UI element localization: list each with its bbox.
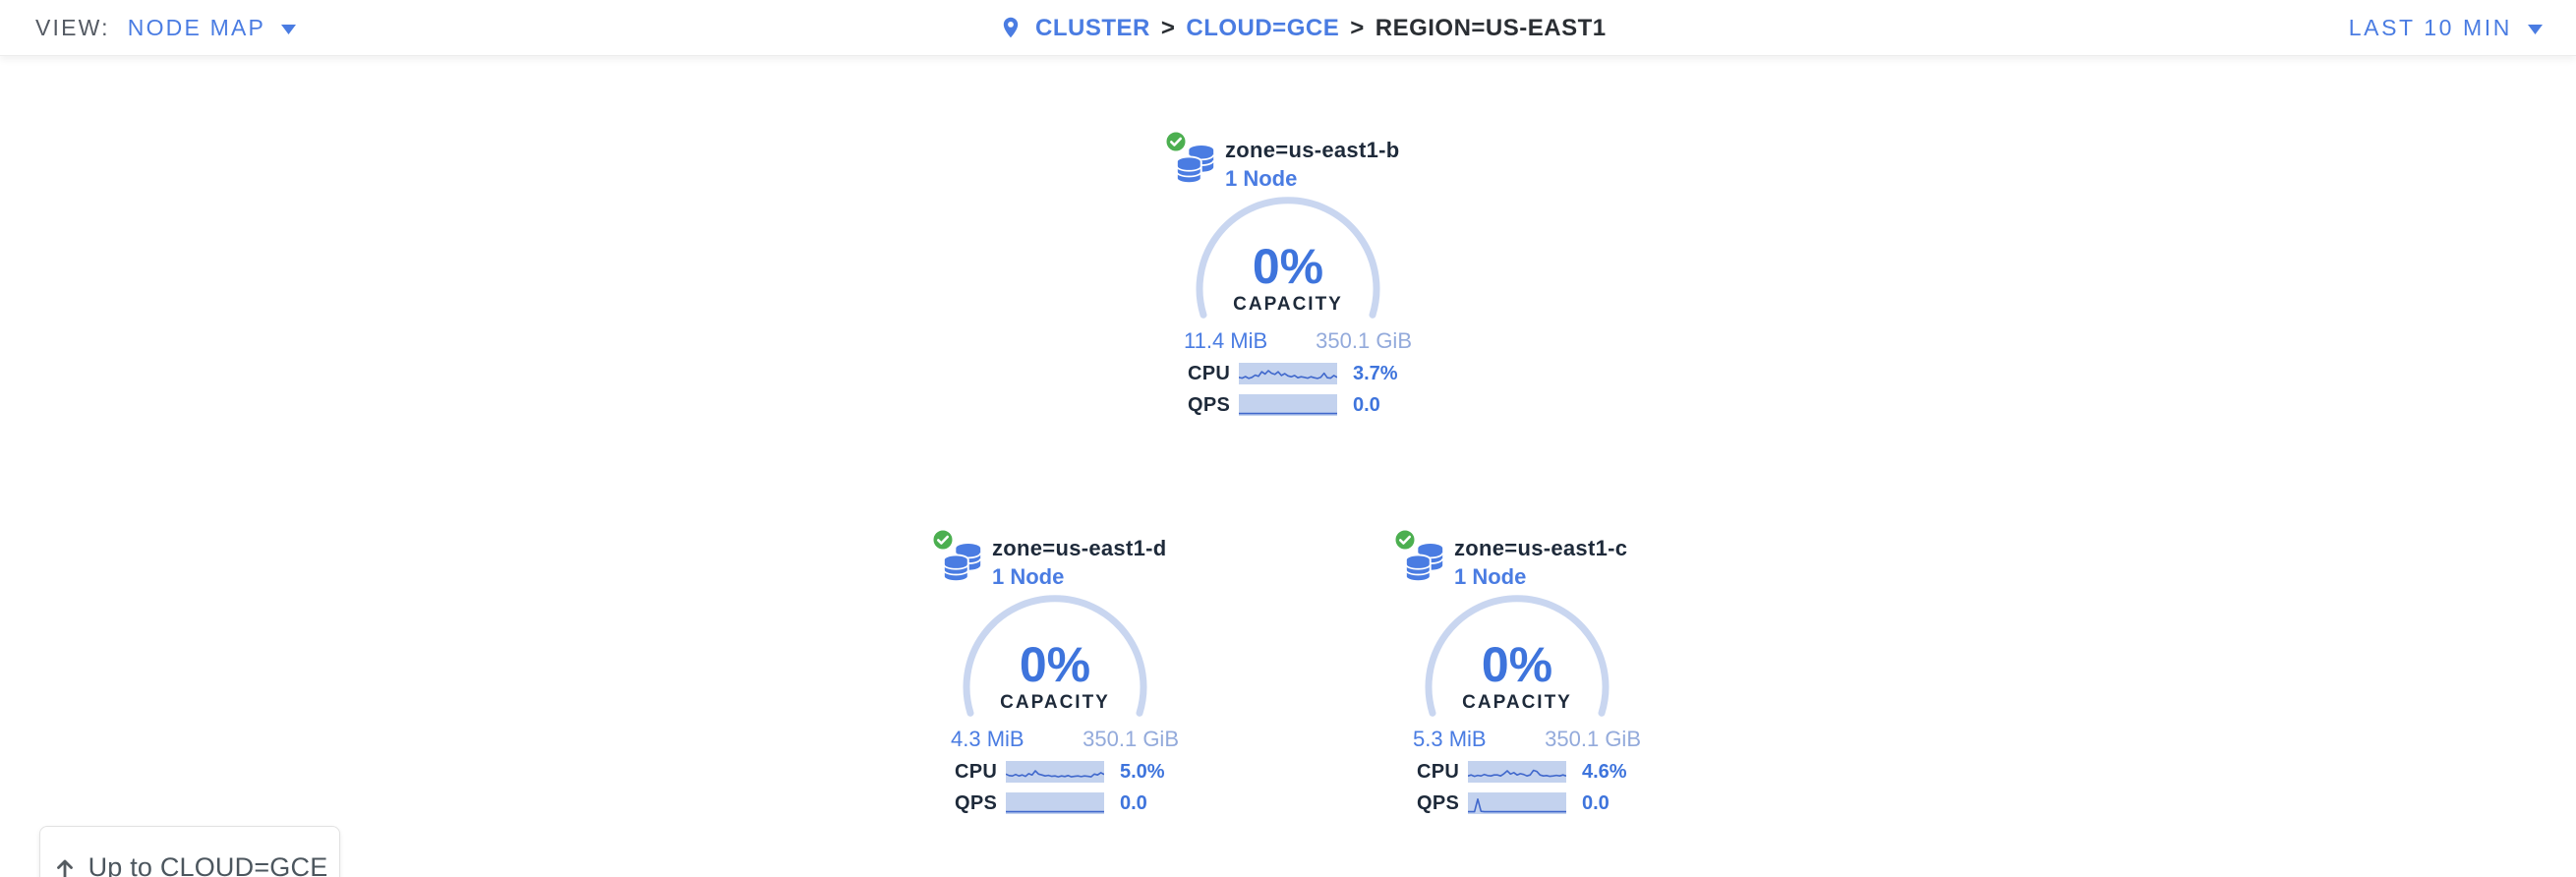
capacity-used: 5.3 MiB [1413,727,1487,751]
cpu-sparkline [1006,761,1104,783]
qps-metric-row: QPS 0.0 [1417,791,1627,815]
capacity-label: CAPACITY [1233,294,1343,315]
view-select-group: VIEW: NODE MAP [35,0,297,56]
qps-label: QPS [955,791,998,814]
qps-value: 0.0 [1353,393,1380,416]
view-selector-value: NODE MAP [127,15,266,40]
capacity-row: 4.3 MiB 350.1 GiB [951,727,1179,752]
cpu-value: 5.0% [1120,760,1165,783]
capacity-row: 11.4 MiB 350.1 GiB [1184,328,1412,354]
healthy-check-icon [931,528,955,552]
location-pin-icon [1003,17,1019,37]
qps-metric-row: QPS 0.0 [1188,393,1398,417]
capacity-label: CAPACITY [1000,692,1110,713]
time-range-value: LAST 10 MIN [2348,15,2512,40]
view-selector[interactable]: NODE MAP [127,15,297,41]
cpu-metric-row: CPU 3.7% [1188,362,1398,385]
breadcrumb-link-cloud-gce[interactable]: CLOUD=GCE [1186,14,1340,41]
capacity-total: 350.1 GiB [1083,727,1179,751]
cpu-label: CPU [955,760,998,783]
metric-rows: CPU 5.0% QPS 0.0 [955,760,1165,823]
metric-rows: CPU 3.7% QPS 0.0 [1188,362,1398,425]
zone-card-header: zone=us-east1-c 1 Node [1389,518,1645,589]
zone-card-us-east1-d[interactable]: zone=us-east1-d 1 Node 0% CAPACITY 4.3 M… [927,518,1183,825]
time-range-selector[interactable]: LAST 10 MIN [2349,0,2543,56]
zone-card-us-east1-b[interactable]: zone=us-east1-b 1 Node 0% CAPACITY 11.4 … [1160,120,1416,427]
cpu-sparkline [1468,761,1566,783]
capacity-label: CAPACITY [1462,692,1572,713]
healthy-check-icon [1393,528,1417,552]
zone-name: zone=us-east1-d [992,536,1167,560]
capacity-used: 4.3 MiB [951,727,1025,751]
capacity-percentage: 0% [1481,637,1553,692]
capacity-total: 350.1 GiB [1316,328,1412,353]
qps-label: QPS [1417,791,1460,814]
qps-value: 0.0 [1582,791,1610,814]
node-count: 1 Node [1454,564,1527,589]
node-count: 1 Node [992,564,1065,589]
capacity-total: 350.1 GiB [1545,727,1641,751]
cpu-metric-row: CPU 4.6% [1417,760,1627,784]
capacity-used: 11.4 MiB [1184,328,1268,353]
breadcrumb-current-region: REGION=US-EAST1 [1375,14,1607,41]
cpu-label: CPU [1417,760,1460,783]
healthy-check-icon [1164,130,1188,153]
topbar: VIEW: NODE MAP CLUSTER > CLOUD=GCE > REG… [0,0,2576,56]
qps-metric-row: QPS 0.0 [955,791,1165,815]
capacity-percentage: 0% [1019,637,1091,692]
cpu-metric-row: CPU 5.0% [955,760,1165,784]
capacity-percentage: 0% [1252,239,1324,294]
zone-card-us-east1-c[interactable]: zone=us-east1-c 1 Node 0% CAPACITY 5.3 M… [1389,518,1645,825]
node-count: 1 Node [1225,166,1298,191]
zone-name: zone=us-east1-b [1225,138,1400,162]
zone-card-header: zone=us-east1-d 1 Node [927,518,1183,589]
qps-sparkline [1006,792,1104,814]
breadcrumb-separator: > [1350,14,1365,41]
breadcrumb-link-cluster[interactable]: CLUSTER [1035,14,1150,41]
chevron-down-icon [281,25,297,34]
breadcrumb-separator: > [1160,14,1176,41]
qps-value: 0.0 [1120,791,1147,814]
capacity-row: 5.3 MiB 350.1 GiB [1413,727,1641,752]
cpu-sparkline [1239,363,1337,384]
zone-card-header: zone=us-east1-b 1 Node [1160,120,1416,191]
qps-label: QPS [1188,393,1231,416]
chevron-down-icon [2528,25,2543,34]
qps-sparkline [1468,792,1566,814]
metric-rows: CPU 4.6% QPS 0.0 [1417,760,1627,823]
zone-name: zone=us-east1-c [1454,536,1628,560]
up-button-label: Up to CLOUD=GCE [88,852,328,877]
node-map-canvas: zone=us-east1-b 1 Node 0% CAPACITY 11.4 … [0,57,2576,877]
cpu-value: 3.7% [1353,362,1398,384]
cpu-label: CPU [1188,362,1231,384]
up-arrow-icon [56,859,73,877]
qps-sparkline [1239,394,1337,416]
up-to-cloud-button[interactable]: Up to CLOUD=GCE [39,826,340,877]
breadcrumb: CLUSTER > CLOUD=GCE > REGION=US-EAST1 [999,0,1607,56]
view-label: VIEW: [35,15,110,40]
cpu-value: 4.6% [1582,760,1627,783]
